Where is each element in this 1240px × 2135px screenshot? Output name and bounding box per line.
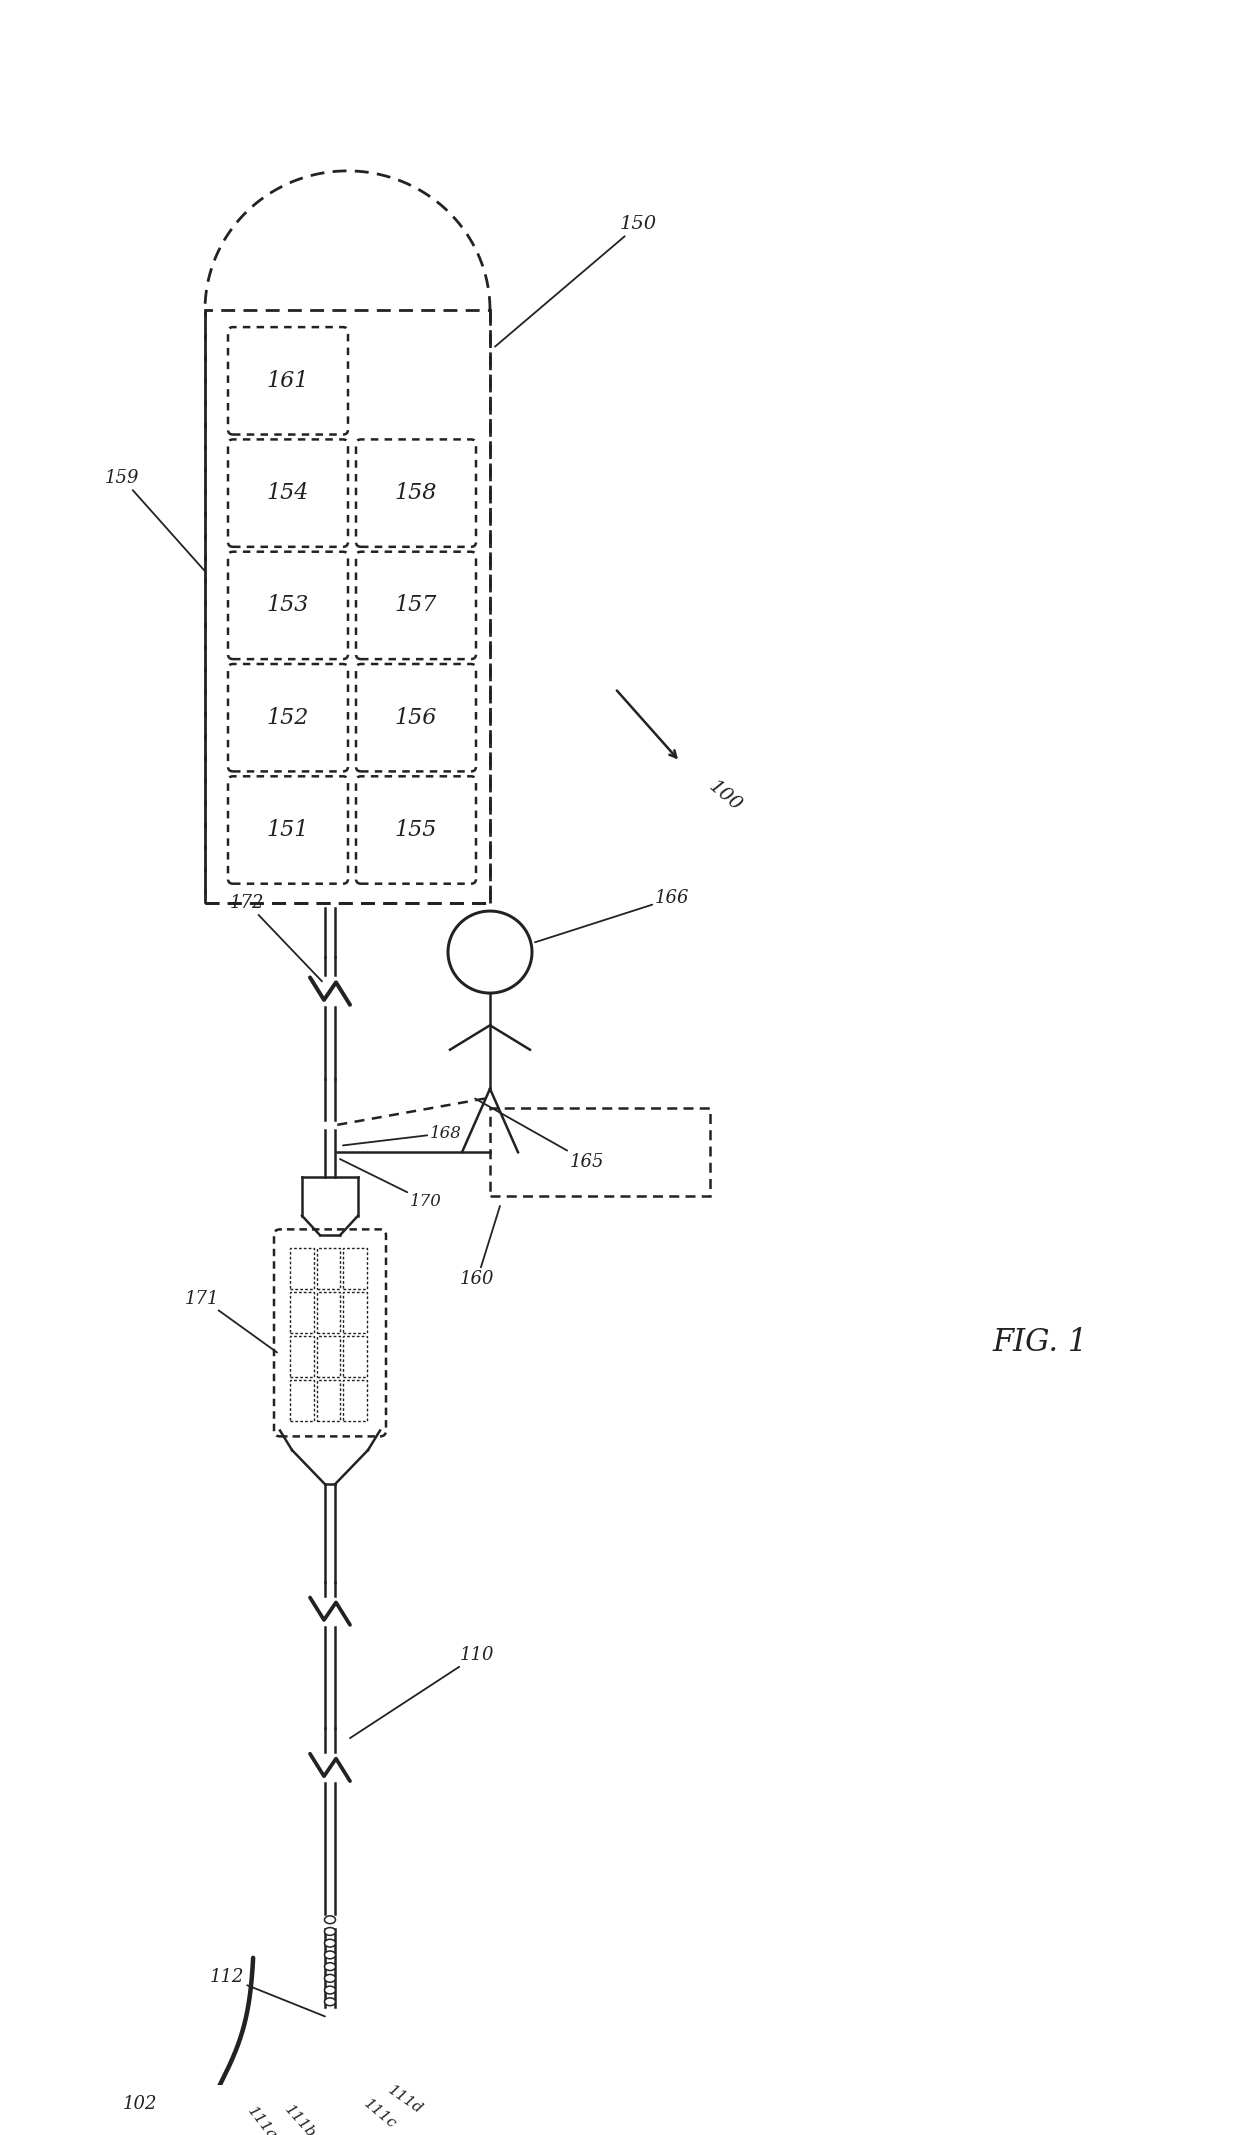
Text: 159: 159 bbox=[105, 470, 205, 572]
Text: 154: 154 bbox=[267, 483, 309, 504]
Text: 100: 100 bbox=[706, 777, 745, 816]
Bar bbox=[290, 1249, 314, 1290]
Text: 170: 170 bbox=[340, 1159, 441, 1211]
Ellipse shape bbox=[325, 1986, 336, 1994]
Bar bbox=[290, 1337, 314, 1377]
Ellipse shape bbox=[325, 1951, 336, 1958]
Bar bbox=[316, 1292, 340, 1332]
Bar bbox=[290, 1379, 314, 1420]
Text: 172: 172 bbox=[229, 895, 322, 982]
FancyBboxPatch shape bbox=[228, 440, 348, 547]
Bar bbox=[316, 1249, 340, 1290]
Text: 151: 151 bbox=[267, 820, 309, 841]
Text: 155: 155 bbox=[394, 820, 438, 841]
Text: 158: 158 bbox=[394, 483, 438, 504]
Text: 153: 153 bbox=[267, 594, 309, 617]
Bar bbox=[316, 1379, 340, 1420]
Text: 171: 171 bbox=[185, 1290, 277, 1351]
FancyBboxPatch shape bbox=[356, 551, 476, 660]
Bar bbox=[343, 1292, 367, 1332]
Ellipse shape bbox=[325, 1915, 336, 1924]
Bar bbox=[343, 1337, 367, 1377]
Text: 112: 112 bbox=[210, 1968, 325, 2015]
Text: 157: 157 bbox=[394, 594, 438, 617]
Text: 111a: 111a bbox=[244, 2105, 279, 2135]
FancyBboxPatch shape bbox=[228, 327, 348, 436]
FancyBboxPatch shape bbox=[274, 1230, 386, 1437]
Ellipse shape bbox=[325, 1939, 336, 1947]
Ellipse shape bbox=[325, 1998, 336, 2005]
Bar bbox=[205, 310, 490, 903]
Ellipse shape bbox=[325, 1928, 336, 1934]
Text: 168: 168 bbox=[343, 1125, 461, 1144]
FancyBboxPatch shape bbox=[228, 777, 348, 884]
Text: 102: 102 bbox=[123, 2094, 157, 2114]
Bar bbox=[343, 1249, 367, 1290]
Text: 111c: 111c bbox=[361, 2097, 399, 2131]
Text: 110: 110 bbox=[350, 1646, 495, 1738]
FancyBboxPatch shape bbox=[356, 664, 476, 771]
Text: 161: 161 bbox=[267, 369, 309, 393]
Text: 165: 165 bbox=[475, 1100, 605, 1170]
Text: 166: 166 bbox=[534, 890, 689, 942]
FancyBboxPatch shape bbox=[490, 1108, 711, 1196]
Ellipse shape bbox=[325, 1962, 336, 1971]
Circle shape bbox=[448, 912, 532, 993]
FancyBboxPatch shape bbox=[228, 551, 348, 660]
Text: 156: 156 bbox=[394, 707, 438, 728]
FancyBboxPatch shape bbox=[356, 777, 476, 884]
Ellipse shape bbox=[325, 1975, 336, 1981]
Text: 111b: 111b bbox=[281, 2103, 319, 2135]
Text: 111d: 111d bbox=[384, 2082, 425, 2116]
Text: 160: 160 bbox=[460, 1206, 500, 1287]
FancyBboxPatch shape bbox=[228, 664, 348, 771]
FancyBboxPatch shape bbox=[356, 440, 476, 547]
Text: FIG. 1: FIG. 1 bbox=[992, 1328, 1087, 1358]
Bar bbox=[290, 1292, 314, 1332]
Bar bbox=[343, 1379, 367, 1420]
Text: 150: 150 bbox=[495, 216, 657, 346]
Bar bbox=[316, 1337, 340, 1377]
Text: 152: 152 bbox=[267, 707, 309, 728]
